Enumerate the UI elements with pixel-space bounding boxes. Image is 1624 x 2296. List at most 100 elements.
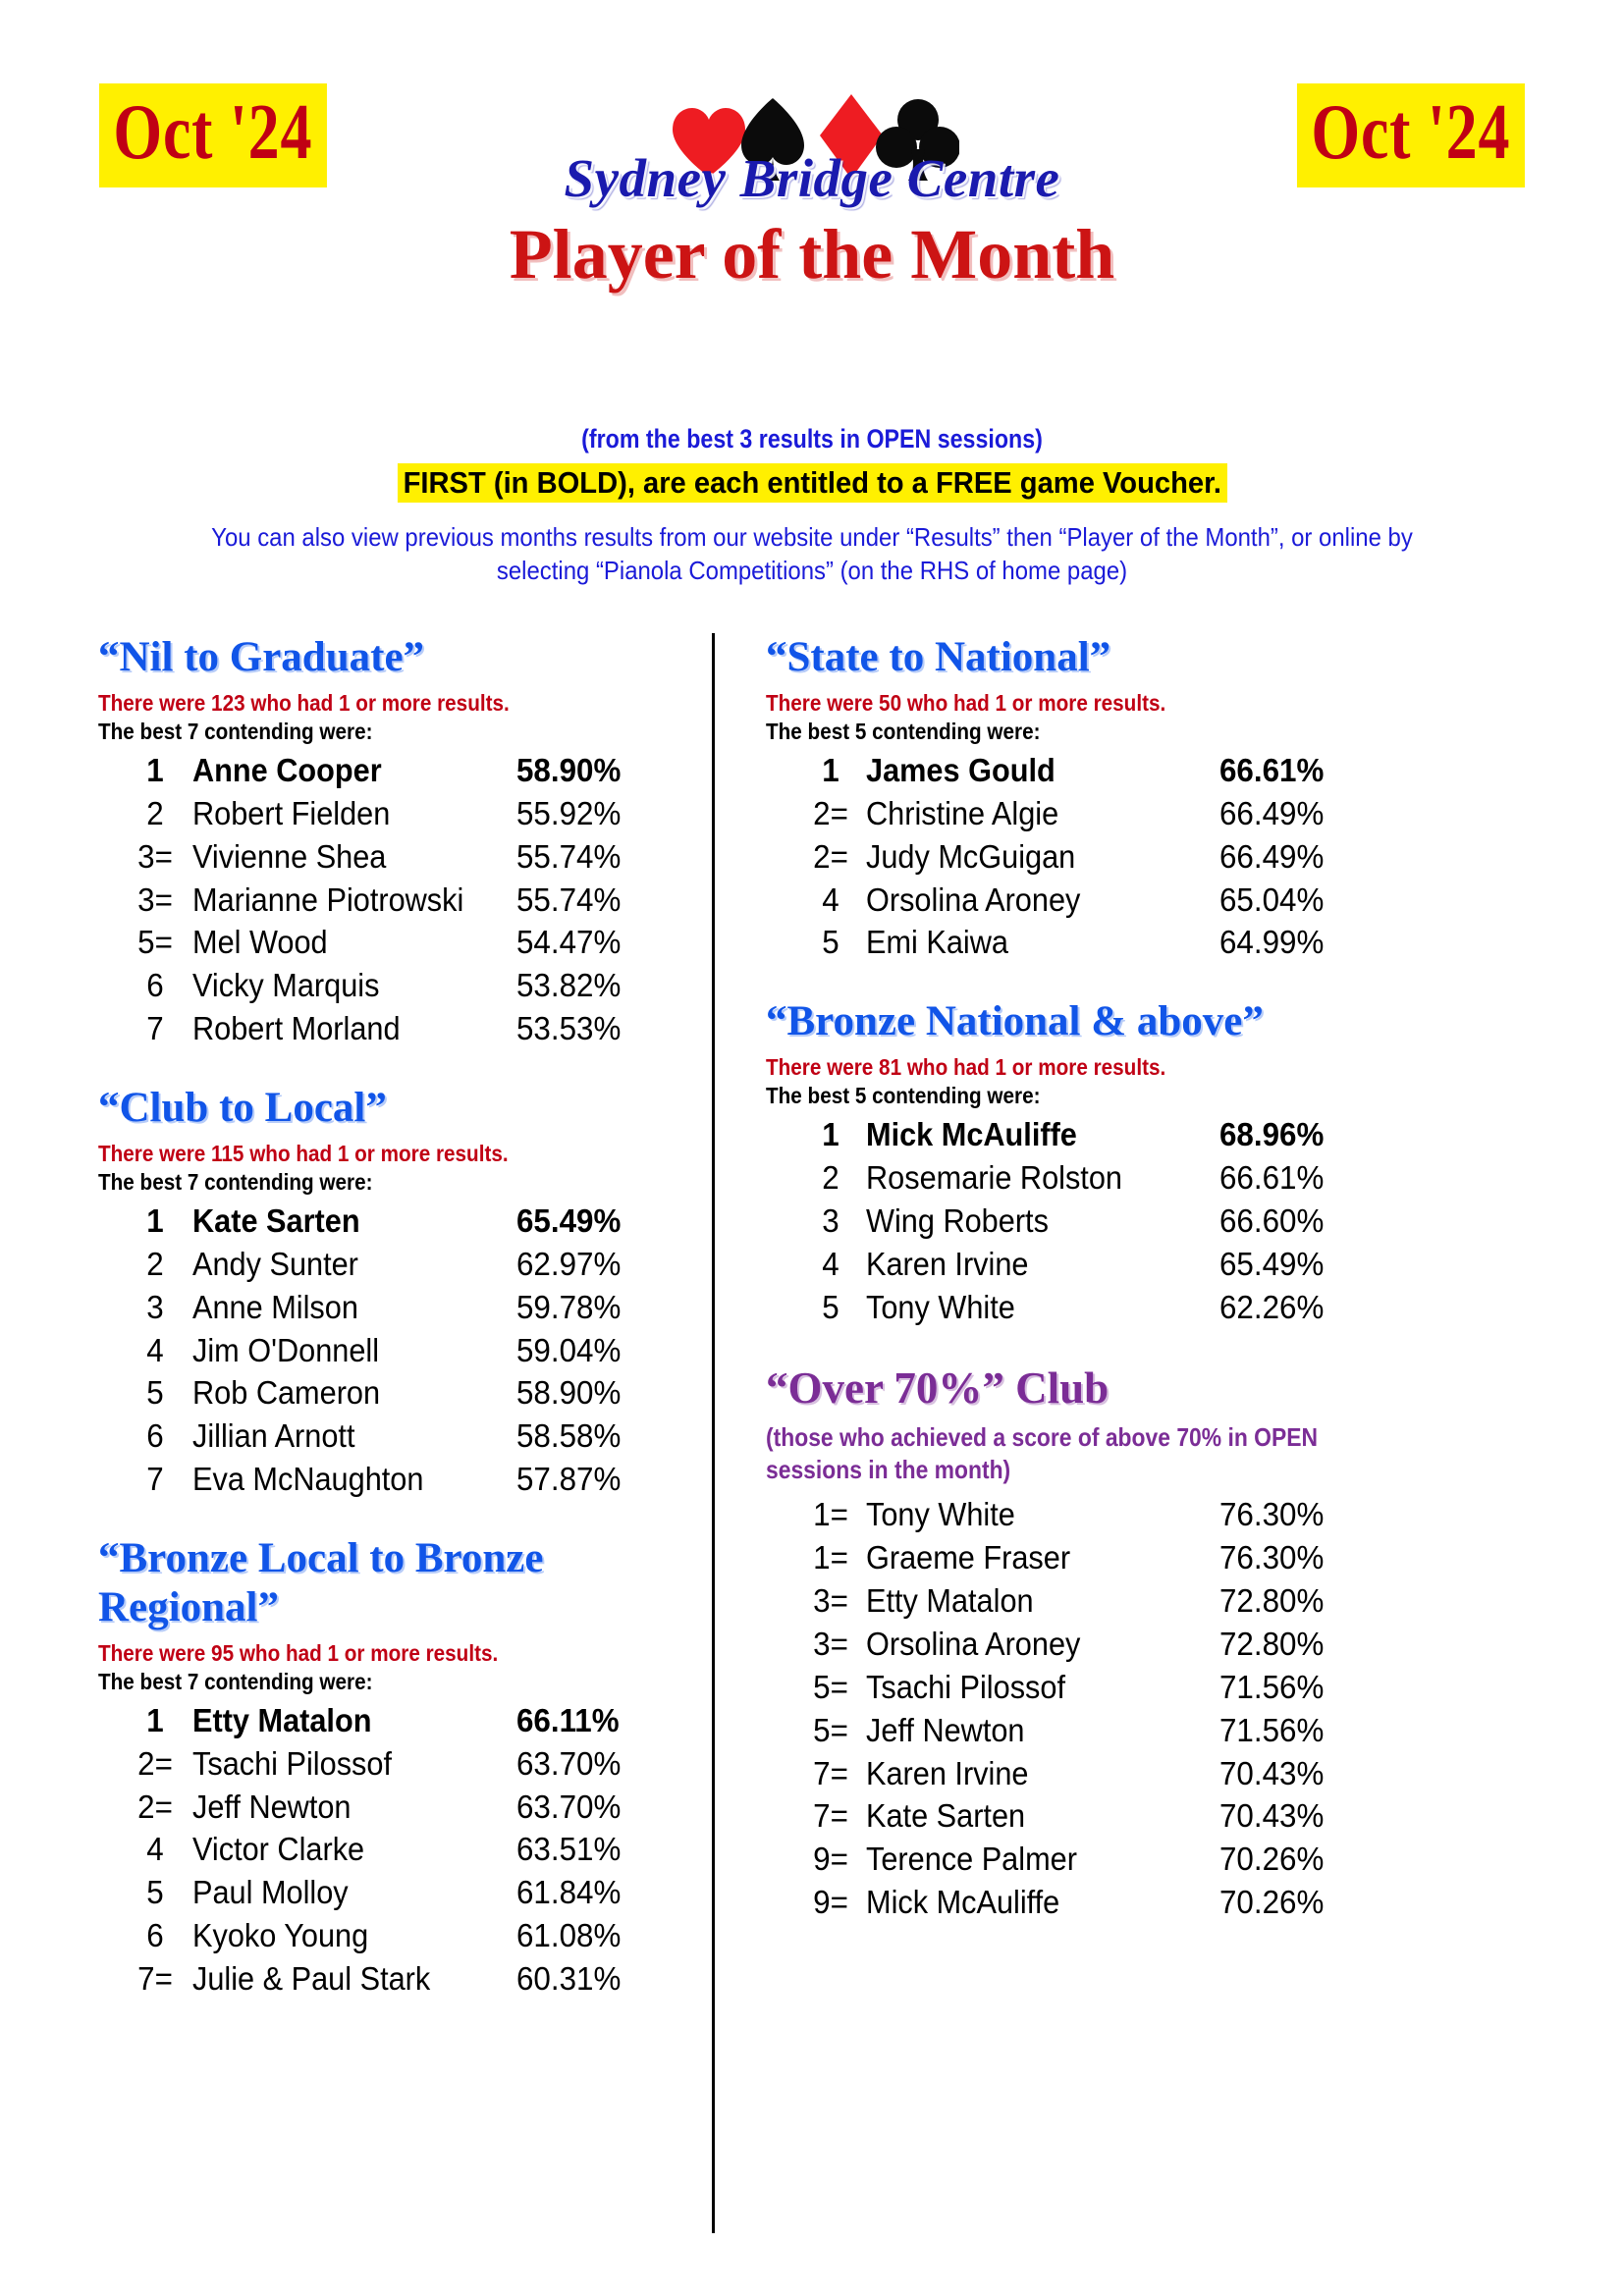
result-row: 7 Eva McNaughton 57.87%	[118, 1458, 712, 1501]
rank: 1	[822, 1116, 839, 1153]
rank: 3	[146, 1288, 164, 1325]
section-count-line: There were 50 who had 1 or more results.	[766, 689, 1166, 716]
rank: 6	[146, 1917, 164, 1954]
player-percentage: 71.56%	[1219, 1711, 1325, 1748]
player-name: Jeff Newton	[866, 1711, 1025, 1748]
left-column: “Nil to Graduate” There were 123 who had…	[0, 633, 712, 2296]
results-list: 1 Kate Sarten 65.49% 2 Andy Sunter 62.97…	[118, 1200, 712, 1501]
section-best-line: The best 7 contending were:	[98, 718, 373, 744]
result-row: 7= Julie & Paul Stark 60.31%	[118, 1957, 712, 2001]
card-suits-graphic	[665, 90, 959, 181]
result-row: 3= Orsolina Aroney 72.80%	[795, 1623, 1520, 1666]
rank: 2=	[137, 1744, 173, 1782]
player-name: Paul Molloy	[192, 1874, 349, 1911]
player-name: Eva McNaughton	[192, 1461, 424, 1498]
result-row: 5= Jeff Newton 71.56%	[795, 1709, 1520, 1752]
section-club-to-local: “Club to Local” There were 115 who had 1…	[98, 1084, 712, 1501]
player-percentage: 59.04%	[516, 1331, 622, 1368]
month-badge-left: Oct '24	[98, 83, 327, 187]
rank: 7	[146, 1461, 164, 1498]
player-percentage: 65.49%	[1219, 1245, 1325, 1282]
player-name: Victor Clarke	[192, 1831, 365, 1868]
result-row: 2= Christine Algie 66.49%	[795, 792, 1520, 835]
player-percentage: 57.87%	[516, 1461, 622, 1498]
result-row: 6 Vicky Marquis 53.82%	[118, 964, 712, 1007]
result-row: 9= Mick McAuliffe 70.26%	[795, 1881, 1520, 1924]
heart-suit-icon	[673, 108, 745, 177]
rank: 3=	[813, 1582, 848, 1620]
page-title: Player of the Month	[509, 215, 1115, 294]
player-name: Robert Fielden	[192, 794, 391, 831]
player-percentage: 58.90%	[516, 751, 622, 788]
player-percentage: 55.92%	[516, 794, 622, 831]
voucher-notice-text: FIRST (in BOLD), are each entitled to a …	[397, 463, 1227, 503]
page-header: Oct '24 Oct '24	[0, 0, 1624, 609]
player-percentage: 66.60%	[1219, 1201, 1325, 1239]
section-best-line: The best 7 contending were:	[98, 1668, 373, 1694]
player-percentage: 54.47%	[516, 924, 622, 961]
player-name: Tony White	[866, 1496, 1015, 1533]
player-name: Julie & Paul Stark	[192, 1960, 431, 1997]
player-percentage: 55.74%	[516, 837, 622, 875]
player-name: Karen Irvine	[866, 1754, 1029, 1791]
section-best-line: The best 7 contending were:	[98, 1168, 373, 1195]
section-count-line: There were 123 who had 1 or more results…	[98, 689, 510, 716]
player-name: Andy Sunter	[192, 1245, 358, 1282]
result-row: 9= Terence Palmer 70.26%	[795, 1838, 1520, 1881]
player-name: Mel Wood	[192, 924, 328, 961]
suits-svg	[673, 94, 959, 181]
player-percentage: 65.49%	[516, 1201, 622, 1239]
player-percentage: 66.61%	[1219, 751, 1325, 788]
result-row: 2= Jeff Newton 63.70%	[118, 1786, 712, 1829]
results-list: 1= Tony White 76.30% 1= Graeme Fraser 76…	[795, 1493, 1520, 1924]
result-row: 1 Anne Cooper 58.90%	[118, 749, 712, 792]
section-over-70-club: “Over 70%” Club (those who achieved a sc…	[766, 1362, 1520, 1925]
rank: 3=	[137, 881, 173, 918]
player-percentage: 71.56%	[1219, 1668, 1325, 1705]
result-row: 5 Emi Kaiwa 64.99%	[795, 921, 1520, 964]
player-percentage: 63.70%	[516, 1788, 622, 1825]
player-name: Jillian Arnott	[192, 1417, 355, 1455]
result-row: 6 Jillian Arnott 58.58%	[118, 1415, 712, 1458]
section-heading: “Nil to Graduate”	[98, 634, 425, 680]
club-name: Sydney Bridge Centre	[564, 148, 1060, 208]
rank: 4	[146, 1331, 164, 1368]
player-percentage: 62.26%	[1219, 1288, 1325, 1325]
result-row: 4 Victor Clarke 63.51%	[118, 1828, 712, 1871]
rank: 7	[146, 1010, 164, 1047]
player-name: Vivienne Shea	[192, 837, 387, 875]
rank: 1=	[813, 1496, 848, 1533]
section-note-line: (those who achieved a score of above 70%…	[766, 1421, 1319, 1485]
result-row: 2= Tsachi Pilossof 63.70%	[118, 1742, 712, 1786]
spade-suit-icon	[741, 98, 804, 181]
player-percentage: 76.30%	[1219, 1496, 1325, 1533]
result-row: 1 Etty Matalon 66.11%	[118, 1699, 712, 1742]
player-name: Kate Sarten	[866, 1797, 1026, 1835]
rank: 9=	[813, 1841, 848, 1878]
rank: 1	[146, 1701, 164, 1738]
section-state-to-national: “State to National” There were 50 who ha…	[766, 633, 1520, 964]
result-row: 3 Anne Milson 59.78%	[118, 1286, 712, 1329]
rank: 4	[146, 1831, 164, 1868]
club-logo: Sydney Bridge Centre	[0, 90, 1624, 209]
player-name: Tsachi Pilossof	[866, 1668, 1065, 1705]
right-column: “State to National” There were 50 who ha…	[715, 633, 1520, 2296]
result-row: 3= Etty Matalon 72.80%	[795, 1579, 1520, 1623]
player-name: Terence Palmer	[866, 1841, 1077, 1878]
month-badge-right: Oct '24	[1297, 83, 1526, 187]
rank: 7=	[813, 1797, 848, 1835]
player-name: Emi Kaiwa	[866, 924, 1008, 961]
result-row: 2 Rosemarie Rolston 66.61%	[795, 1156, 1520, 1200]
player-percentage: 63.51%	[516, 1831, 622, 1868]
voucher-notice: FIRST (in BOLD), are each entitled to a …	[0, 463, 1624, 503]
player-percentage: 66.49%	[1219, 837, 1325, 875]
section-heading: “State to National”	[766, 634, 1111, 680]
diamond-suit-icon	[820, 94, 883, 179]
rank: 2=	[813, 794, 848, 831]
rank: 3=	[137, 837, 173, 875]
result-row: 5= Mel Wood 54.47%	[118, 921, 712, 964]
player-percentage: 61.84%	[516, 1874, 622, 1911]
result-row: 2 Andy Sunter 62.97%	[118, 1243, 712, 1286]
player-percentage: 76.30%	[1219, 1539, 1325, 1576]
result-row: 3= Vivienne Shea 55.74%	[118, 835, 712, 879]
